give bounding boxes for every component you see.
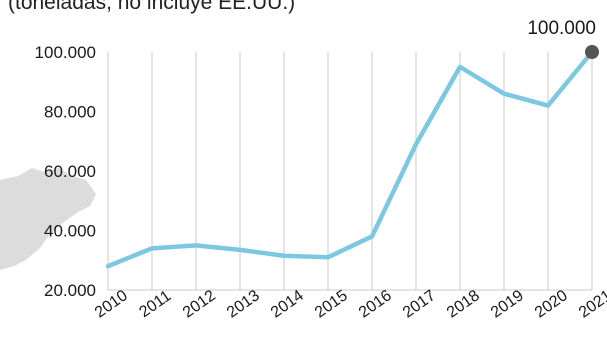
x-tick-label: 2010 — [92, 287, 131, 321]
chart-subtitle: (toneladas, no incluye EE.UU.) — [8, 0, 296, 14]
map-silhouette — [0, 168, 96, 270]
data-point-marker — [585, 45, 599, 59]
x-tick-label: 2017 — [400, 287, 439, 321]
x-tick-label: 2012 — [180, 287, 219, 321]
x-tick-label: 2013 — [224, 287, 263, 321]
x-tick-label: 2011 — [136, 287, 174, 321]
x-tick-label: 2015 — [312, 287, 351, 321]
grid-lines — [107, 52, 593, 291]
y-axis: 20.000 40.000 60.000 80.000 100.000 — [35, 43, 96, 300]
x-tick-label: 2014 — [268, 287, 307, 321]
x-tick-label: 2019 — [488, 287, 527, 321]
y-tick-label: 40.000 — [44, 222, 96, 241]
series-group — [105, 49, 595, 269]
x-tick-label: 2016 — [356, 287, 395, 321]
y-tick-label: 100.000 — [35, 43, 96, 62]
data-label: 100.000 — [527, 18, 596, 39]
x-tick-label: 2018 — [444, 287, 483, 321]
x-axis: 2010 2011 2012 2013 2014 2015 2016 2017 2018 2019… — [92, 287, 607, 321]
y-tick-label: 60.000 — [44, 162, 96, 181]
x-tick-label: 2020 — [532, 287, 571, 321]
y-tick-label: 80.000 — [44, 103, 96, 122]
x-tick-label: 2021 — [576, 287, 607, 321]
series-line-0 — [105, 49, 595, 269]
annotations: 100.000 — [527, 18, 599, 59]
y-tick-label: 20.000 — [44, 281, 96, 300]
